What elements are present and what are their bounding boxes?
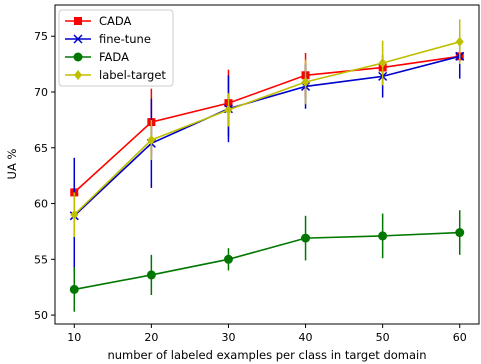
legend-marker <box>73 52 83 62</box>
y-tick-label: 70 <box>34 86 48 99</box>
data-point <box>301 76 310 87</box>
y-axis: 50 55 60 65 70 75 <box>34 30 55 322</box>
y-tick-label: 65 <box>34 142 48 155</box>
legend-label: CADA <box>99 14 132 28</box>
x-tick-label: 20 <box>144 331 158 344</box>
legend: CADA fine-tune FADA label-target <box>58 9 174 87</box>
legend-marker <box>74 17 82 25</box>
legend-entry: CADA <box>65 14 132 28</box>
series-label-target <box>70 19 464 237</box>
data-point <box>378 231 388 241</box>
series-line <box>73 41 460 216</box>
legend-marker <box>74 70 82 80</box>
x-tick-label: 10 <box>67 331 81 344</box>
data-point <box>223 254 233 264</box>
series-line <box>73 55 460 217</box>
legend-box <box>58 9 174 87</box>
legend-entry: label-target <box>65 68 166 82</box>
data-point <box>224 104 233 115</box>
legend-entry: FADA <box>65 50 129 64</box>
legend-label: fine-tune <box>99 32 151 46</box>
x-axis-label: number of labeled examples per class in … <box>107 348 426 362</box>
data-point <box>455 228 465 238</box>
series-layer <box>69 19 465 312</box>
series-fada <box>69 210 465 312</box>
plot-frame <box>54 4 480 325</box>
legend-label: label-target <box>99 68 166 82</box>
x-tick-label: 30 <box>221 331 235 344</box>
data-point <box>147 134 156 145</box>
legend-entry: fine-tune <box>65 32 151 46</box>
y-tick-label: 55 <box>34 253 48 266</box>
data-point <box>378 58 387 68</box>
y-tick-label: 75 <box>34 30 48 43</box>
y-tick-label: 60 <box>34 198 48 211</box>
x-tick-label: 50 <box>376 331 390 344</box>
series-line <box>74 231 460 291</box>
data-point <box>69 284 79 294</box>
y-tick-label: 50 <box>34 309 48 322</box>
data-point <box>146 270 156 280</box>
data-point <box>455 36 464 47</box>
data-point <box>301 233 311 243</box>
y-axis-label: UA % <box>5 148 19 179</box>
x-tick-label: 60 <box>453 331 467 344</box>
x-tick-label: 40 <box>299 331 313 344</box>
legend-marker <box>73 34 83 44</box>
legend-label: FADA <box>99 50 129 64</box>
x-axis: 10 20 30 40 50 60 <box>67 324 467 344</box>
series-line <box>73 55 460 193</box>
data-point <box>70 209 79 220</box>
